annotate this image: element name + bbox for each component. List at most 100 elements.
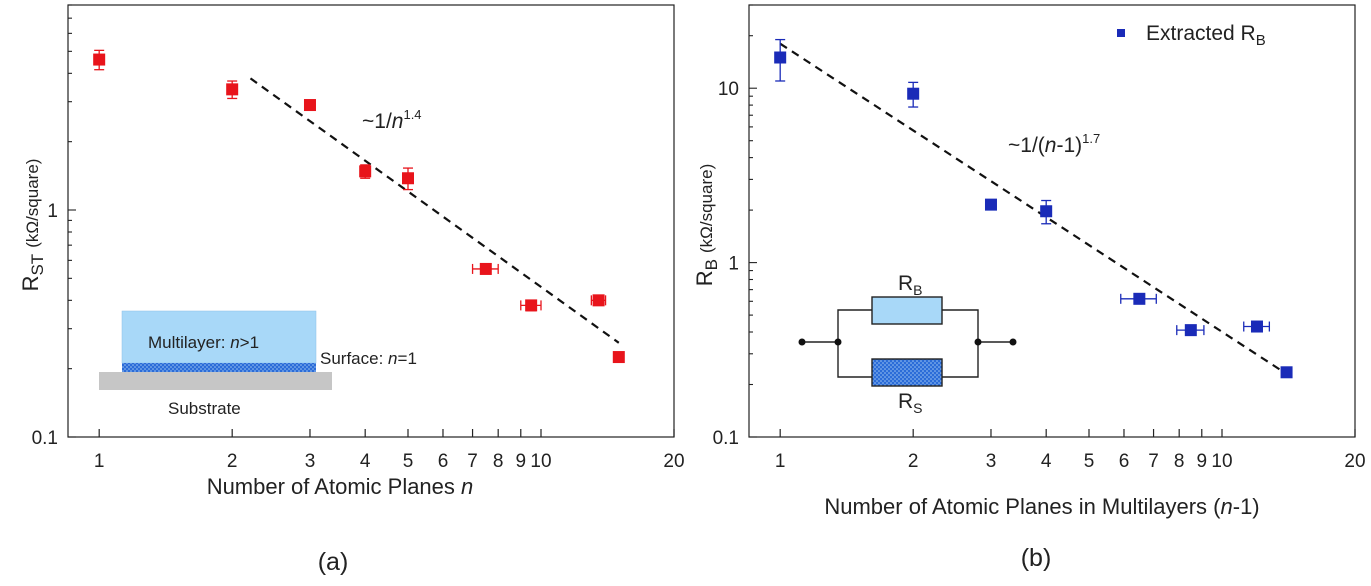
x-tick-label: 1 [94, 451, 105, 472]
data-point [520, 299, 542, 312]
x-tick-label: 1 [775, 451, 786, 472]
data-point [359, 164, 372, 179]
rb-label: RB [898, 272, 923, 298]
data-points-b [774, 38, 1293, 379]
x-tick-label: 5 [1084, 451, 1095, 472]
data-point [471, 262, 499, 275]
x-axis-label-a: Number of Atomic Planes n [207, 474, 474, 499]
layer-inset: Multilayer: n>1 Surface: n=1 Substrate [92, 298, 440, 422]
marker [1184, 324, 1197, 337]
x-tick-label: 7 [1148, 451, 1159, 472]
multilayer-block [121, 310, 317, 364]
x-tick-label: 6 [438, 451, 449, 472]
y-tick-label: 0.1 [32, 428, 58, 449]
multilayer-label: Multilayer: n>1 [148, 333, 259, 352]
fit-line-a [249, 77, 620, 344]
x-tick-label: 10 [1211, 451, 1232, 472]
y-tick-label: 1 [728, 254, 739, 275]
x-tick-label: 10 [530, 451, 551, 472]
fit-line [779, 42, 1288, 375]
data-point [226, 80, 239, 100]
x-tick-label: 20 [663, 451, 684, 472]
fit-annotation-a: ~1/n1.4 [362, 107, 422, 133]
circuit-background [790, 255, 1020, 415]
x-tick-label: 4 [360, 451, 371, 472]
x-tick-label: 2 [227, 451, 238, 472]
data-point [93, 49, 106, 71]
x-axis-label-b: Number of Atomic Planes in Multilayers (… [824, 494, 1259, 519]
y-tick-label: 10 [718, 79, 739, 100]
y-ticks-a: 0.11 [32, 4, 76, 449]
rs-label: RS [898, 390, 923, 416]
data-point [303, 99, 316, 112]
circuit-node [798, 338, 806, 346]
panel-a: 1 2 3 4 5 6 7 8 9 10 20 0.11 Multilayer: n>1 Surfa… [18, 4, 685, 576]
fit-line [249, 77, 620, 344]
marker [1280, 366, 1293, 379]
data-point [1120, 292, 1157, 305]
rb-resistor [871, 296, 943, 325]
x-tick-label: 2 [908, 451, 919, 472]
y-axis-label-a: RST(kΩ/square) [18, 159, 47, 292]
data-points-a [93, 49, 625, 364]
surface-layer [122, 363, 316, 372]
y-tick-label: 1 [47, 201, 58, 222]
marker [592, 294, 605, 307]
circuit-node [974, 338, 982, 346]
caption-a: (a) [318, 548, 349, 576]
marker [226, 83, 239, 96]
marker [612, 351, 625, 364]
data-point [590, 294, 607, 307]
x-tick-label: 8 [1174, 451, 1185, 472]
x-tick-label: 20 [1344, 451, 1365, 472]
plot-frame-a [67, 4, 675, 438]
x-tick-label: 4 [1041, 451, 1052, 472]
x-tick-label: 3 [305, 451, 316, 472]
data-point [1176, 324, 1205, 337]
x-tick-label: 9 [515, 451, 526, 472]
caption-b: (b) [1021, 544, 1052, 572]
marker [984, 198, 997, 211]
legend-marker [1117, 29, 1125, 37]
circuit-node [1009, 338, 1017, 346]
data-point [402, 167, 415, 191]
marker [1250, 320, 1263, 333]
marker [479, 262, 492, 275]
data-point [984, 198, 997, 211]
marker [303, 99, 316, 112]
y-tick-label: 0.1 [713, 428, 739, 449]
fit-line-b [779, 42, 1288, 375]
x-ticks-b: 1 2 3 4 5 6 7 8 9 10 20 [775, 429, 1366, 472]
x-tick-label: 5 [403, 451, 414, 472]
x-tick-label: 8 [493, 451, 504, 472]
marker [93, 53, 106, 66]
y-axis-label-b: RB(kΩ/square) [692, 164, 721, 286]
data-point [774, 38, 787, 82]
circuit-inset: RB RS [790, 255, 1020, 416]
substrate-block [99, 372, 332, 390]
marker [774, 51, 787, 64]
marker [402, 172, 415, 185]
marker [907, 87, 920, 100]
substrate-label: Substrate [168, 399, 241, 418]
legend-label: Extracted RB [1146, 22, 1266, 49]
data-point [1243, 320, 1271, 333]
x-tick-label: 3 [986, 451, 997, 472]
marker [525, 299, 538, 312]
data-point [907, 81, 920, 108]
fit-annotation-b: ~1/(n-1)1.7 [1008, 131, 1100, 157]
x-ticks-a: 1 2 3 4 5 6 7 8 9 10 20 [94, 429, 685, 472]
marker [1133, 292, 1146, 305]
data-point [1040, 199, 1053, 225]
surface-label: Surface: n=1 [320, 349, 417, 368]
rs-resistor [871, 358, 943, 387]
plot-frame-b [748, 4, 1356, 438]
data-point [1280, 366, 1293, 379]
legend-b: Extracted RB [1117, 22, 1266, 49]
x-tick-label: 9 [1196, 451, 1207, 472]
x-tick-label: 6 [1119, 451, 1130, 472]
y-ticks-b: 0.1 1 10 [713, 4, 757, 449]
marker [359, 165, 372, 178]
